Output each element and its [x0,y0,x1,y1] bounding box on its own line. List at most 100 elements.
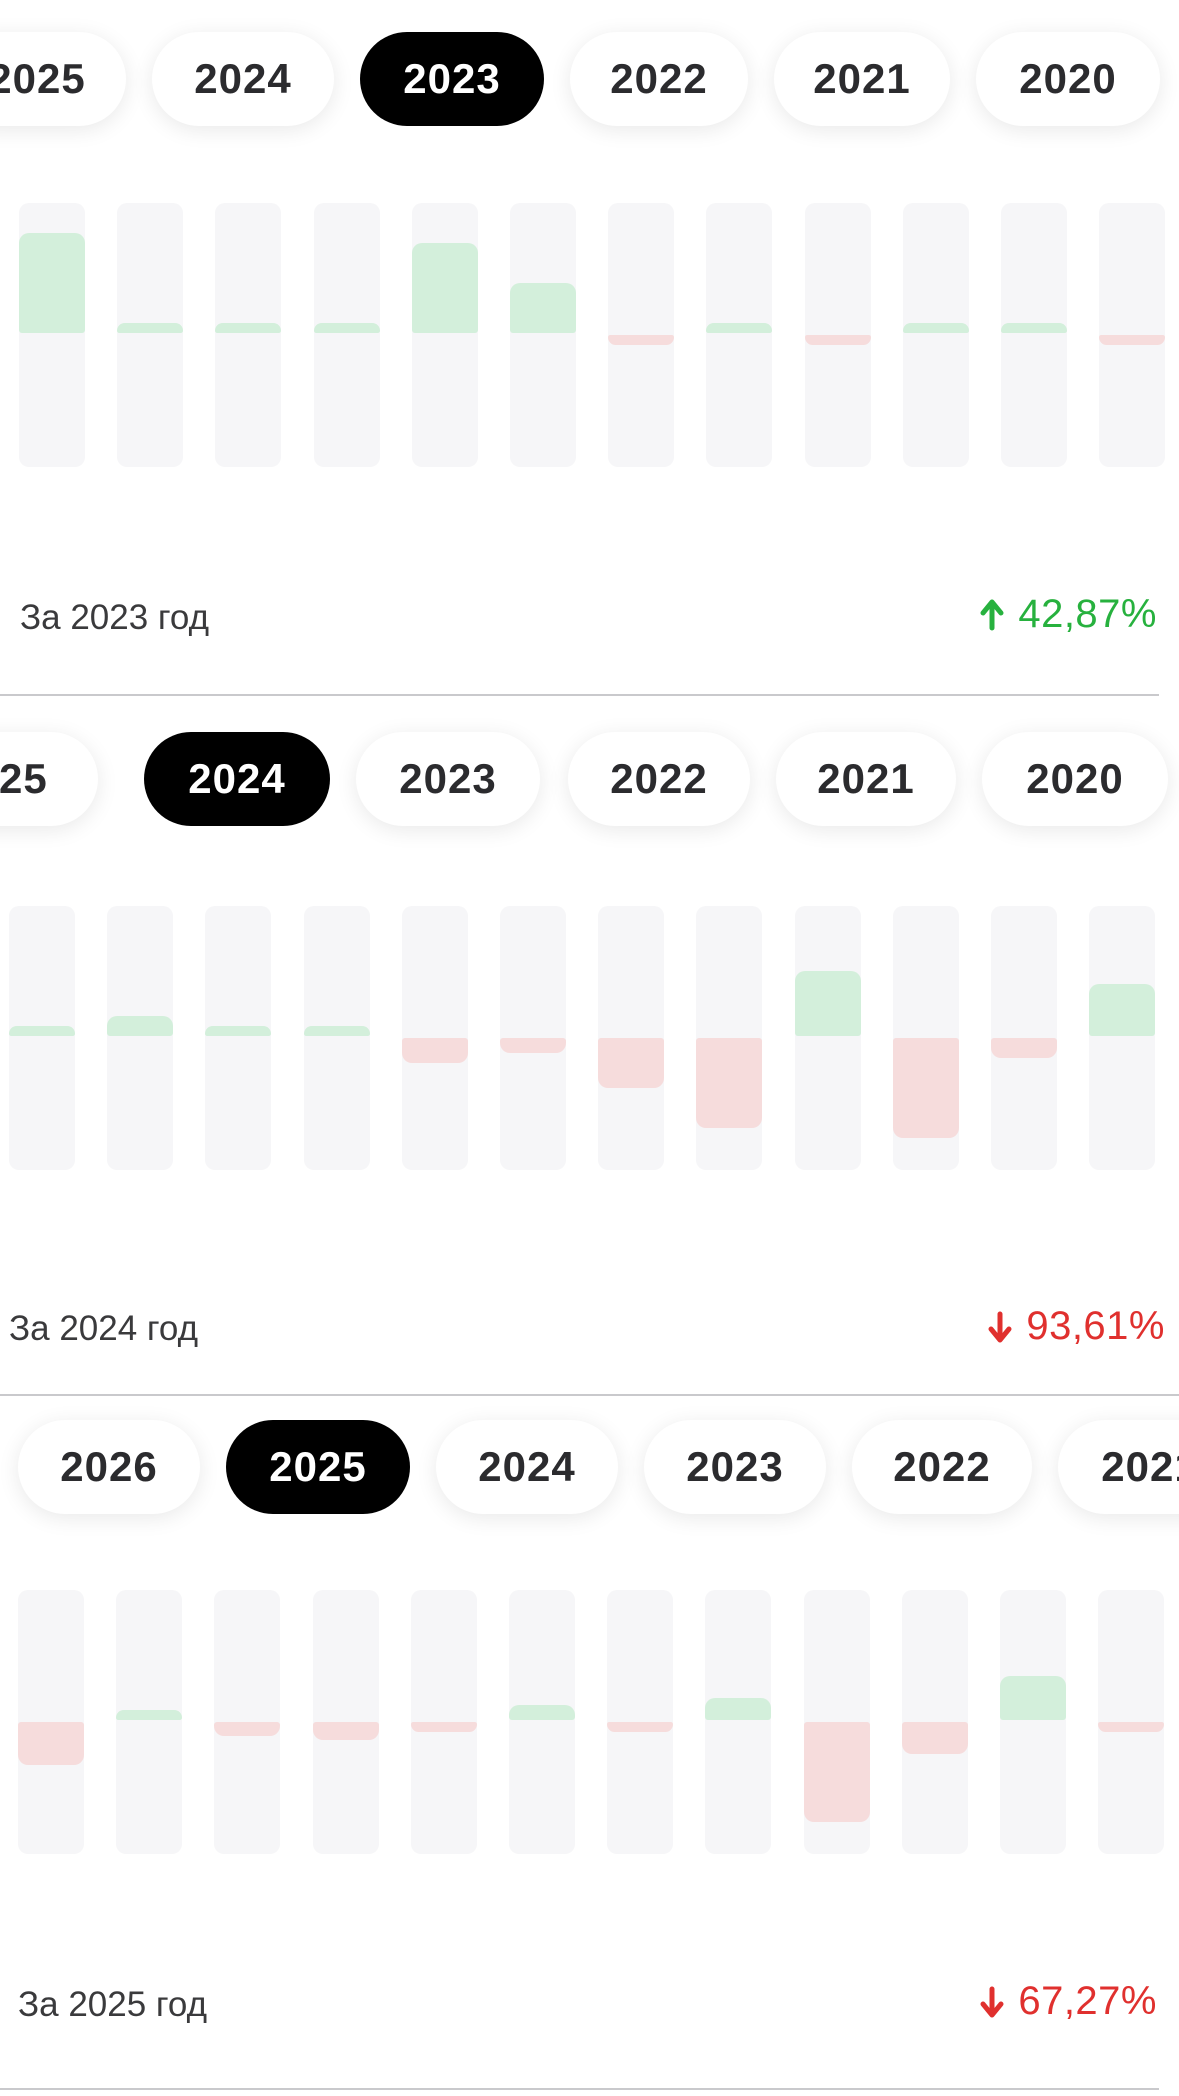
month-bar [706,203,773,467]
month-bar [892,906,959,1170]
year-chip[interactable]: 2023 [356,732,540,826]
year-chip[interactable]: 2025 [0,32,126,126]
month-bar [598,906,665,1170]
month-bar [510,203,576,467]
summary-label: За 2025 год [18,1985,208,2024]
divider [0,1394,1179,1396]
arrow-down-icon [980,1986,1004,2017]
year-chip[interactable]: 2021 [1058,1420,1179,1514]
month-bar-loss [410,1722,477,1732]
year-selector: 2025 2024 2023 2022 2021 2020 [0,732,1179,862]
year-chip-selected[interactable]: 2025 [226,1420,410,1514]
month-bar [312,1590,379,1854]
month-bar-loss [401,1038,468,1063]
year-selector: 2026 2025 2024 2023 2022 2021 [0,1420,1179,1550]
year-selector: 2025 2024 2023 2022 2021 2020 [0,32,1179,162]
month-bar [303,906,370,1170]
month-bar [214,1590,281,1854]
summary-value: 42,87% [980,592,1157,637]
month-bar-gain [117,323,184,333]
year-panel-2024: 2025 2024 2023 2022 2021 2020 За 2024 го… [0,700,1179,1396]
monthly-bars [0,700,1179,1396]
summary-percent: 67,27% [1018,1979,1157,2023]
month-bar-gain [205,1026,272,1036]
year-chip-selected[interactable]: 2024 [144,732,330,826]
month-bar-gain [706,323,773,333]
month-bar-gain [1001,323,1067,333]
summary-value: 67,27% [980,1979,1157,2024]
month-bar [410,1590,477,1854]
month-bar-loss [892,1038,959,1138]
year-chip[interactable]: 2021 [774,32,950,126]
summary-percent: 42,87% [1018,592,1157,636]
year-panel-2023: 2025 2024 2023 2022 2021 2020 За 2023 го… [0,0,1179,700]
month-bar-gain [509,1705,575,1720]
month-bar [401,906,468,1170]
month-bar [1098,1590,1165,1854]
divider [0,2088,1159,2090]
year-chip[interactable]: 2025 [0,732,98,826]
year-chip[interactable]: 2022 [852,1420,1032,1514]
year-chip[interactable]: 2022 [570,32,748,126]
month-bar [509,1590,575,1854]
month-bar [107,906,174,1170]
month-bar-gain [1089,984,1156,1036]
month-bar-gain [1000,1676,1066,1720]
month-bar [607,1590,674,1854]
year-chip[interactable]: 2024 [152,32,334,126]
year-panel-2025: 2026 2025 2024 2023 2022 2021 За 2025 го… [0,1396,1179,2096]
month-bar [313,203,380,467]
month-bar [705,1590,772,1854]
month-bar-gain [9,1026,75,1036]
month-bar [1099,203,1166,467]
month-bar [411,203,478,467]
year-chip[interactable]: 2023 [644,1420,826,1514]
summary-label: За 2024 год [9,1309,199,1348]
month-bar-loss [1099,335,1166,345]
month-bar [1089,906,1156,1170]
month-bar [500,906,566,1170]
month-bar-gain [19,233,85,333]
month-bar [804,203,871,467]
year-chip-selected[interactable]: 2023 [360,32,544,126]
year-chip[interactable]: 2021 [776,732,956,826]
month-bar [901,1590,968,1854]
month-bar [1001,203,1067,467]
year-chip[interactable]: 2020 [982,732,1168,826]
month-bar-loss [214,1722,281,1736]
month-bar-loss [901,1722,968,1754]
month-bar [205,906,272,1170]
month-bar-gain [510,283,576,333]
month-bar [18,1590,84,1854]
month-bar-gain [411,243,478,333]
month-bar [794,906,861,1170]
month-bar-loss [607,1722,674,1732]
year-chip[interactable]: 2026 [18,1420,200,1514]
month-bar-gain [215,323,282,333]
month-bar [696,906,763,1170]
arrow-down-icon [988,1311,1012,1342]
month-bar-gain [116,1710,183,1720]
month-bar-gain [705,1698,772,1720]
summary-percent: 93,61% [1026,1304,1165,1348]
monthly-bars [0,0,1179,700]
year-chip[interactable]: 2024 [436,1420,618,1514]
month-bar [1000,1590,1066,1854]
year-chip[interactable]: 2022 [568,732,750,826]
summary-value: 93,61% [988,1304,1165,1349]
month-bar-gain [303,1026,370,1036]
month-bar-loss [312,1722,379,1740]
year-chip[interactable]: 2020 [976,32,1160,126]
month-bar-loss [803,1722,870,1822]
month-bar-loss [804,335,871,345]
month-bar-loss [18,1722,84,1765]
month-bar-gain [794,971,861,1036]
month-bar-gain [107,1016,174,1036]
month-bar [803,1590,870,1854]
month-bar-loss [608,335,675,345]
month-bar-loss [696,1038,763,1128]
month-bar-loss [1098,1722,1165,1732]
month-bar [117,203,184,467]
month-bar [116,1590,183,1854]
month-bar [991,906,1057,1170]
